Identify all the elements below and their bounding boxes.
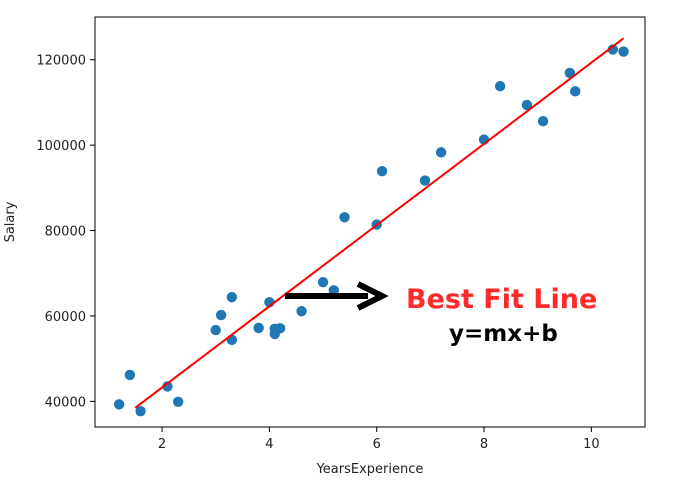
data-point (215, 309, 227, 321)
data-point (618, 46, 629, 57)
y-tick-label: 60000 (45, 310, 86, 325)
data-point (226, 291, 238, 303)
data-point (419, 175, 431, 186)
data-point (339, 212, 350, 223)
x-tick-label: 4 (265, 437, 273, 452)
data-point (113, 399, 125, 410)
data-point (296, 306, 307, 317)
data-point (537, 116, 549, 127)
data-point (376, 165, 388, 177)
y-tick-label: 100000 (36, 139, 86, 154)
data-point (494, 80, 506, 92)
data-point (564, 67, 576, 79)
y-tick-label: 40000 (45, 395, 86, 410)
y-tick-label: 80000 (45, 225, 86, 240)
data-point (210, 324, 221, 336)
data-point (124, 369, 136, 381)
data-point (317, 277, 329, 288)
data-point (328, 285, 339, 296)
y-axis-ticks: 40000 60000 80000 100000 120000 (36, 54, 95, 410)
data-point (135, 405, 146, 417)
data-point (253, 322, 264, 334)
y-tick-label: 120000 (36, 54, 86, 69)
x-tick-label: 8 (480, 437, 488, 452)
x-axis-ticks: 2 4 6 8 10 (158, 427, 600, 452)
y-axis-label: Salary (3, 201, 18, 242)
data-point (570, 86, 581, 97)
equation-annotation: y=mx+b (449, 321, 558, 347)
data-point (521, 99, 533, 111)
data-point (435, 147, 447, 158)
data-point (162, 381, 173, 392)
best-fit-line (134, 37, 625, 409)
data-point (172, 396, 184, 408)
x-axis-label: YearsExperience (316, 462, 424, 477)
x-tick-label: 10 (583, 437, 600, 452)
best-fit-annotation: Best Fit Line (406, 284, 597, 315)
x-tick-label: 2 (158, 437, 166, 452)
data-point (274, 323, 286, 334)
plot-frame (94, 16, 646, 428)
x-tick-label: 6 (373, 437, 381, 452)
arrow-icon (285, 281, 389, 311)
data-point (607, 44, 619, 55)
data-points (113, 44, 629, 417)
